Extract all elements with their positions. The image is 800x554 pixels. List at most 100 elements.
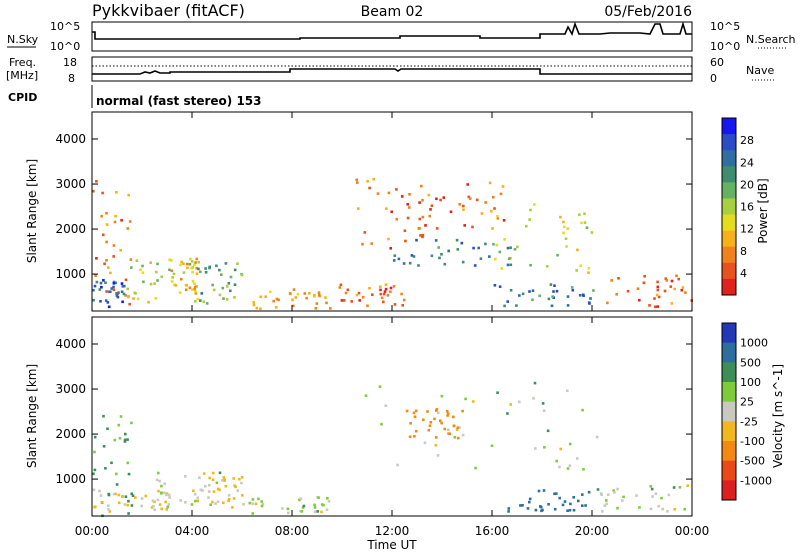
power-data-cell xyxy=(515,304,518,307)
power-data-cell xyxy=(212,288,216,292)
velocity-data-cell xyxy=(140,504,143,508)
velocity-data-cell xyxy=(221,479,224,482)
power-data-cell xyxy=(120,282,124,285)
power-data-cell xyxy=(493,284,497,287)
power-data-cell xyxy=(461,260,465,264)
power-data-cell xyxy=(199,270,202,274)
velocity-data-cell xyxy=(127,512,130,515)
power-data-cell xyxy=(466,183,469,186)
velocity-data-cell xyxy=(433,417,436,421)
power-data-cell xyxy=(197,260,201,264)
power-data-cell xyxy=(363,231,367,234)
power-data-cell xyxy=(174,284,178,287)
power-data-cell xyxy=(421,233,425,237)
power-data-cell xyxy=(252,303,256,307)
velocity-data-cell xyxy=(558,496,561,500)
noise-left-label: N.Sky xyxy=(7,33,39,46)
power-data-cell xyxy=(400,292,403,296)
power-data-cell xyxy=(368,286,371,290)
velocity-data-cell xyxy=(107,504,110,507)
velocity-data-cell xyxy=(519,504,522,507)
power-data-cell xyxy=(194,290,197,293)
velocity-data-cell xyxy=(606,493,610,496)
velocity-data-cell xyxy=(209,503,212,506)
velocity-data-cell xyxy=(537,489,541,493)
power-data-cell xyxy=(467,195,471,199)
power-data-cell xyxy=(268,290,272,294)
velocity-colorbar-tick: 500 xyxy=(740,356,761,369)
power-data-cell xyxy=(509,246,512,249)
power-data-cell xyxy=(484,242,487,246)
velocity-data-cell xyxy=(622,495,625,499)
power-data-cell xyxy=(443,262,447,266)
power-data-cell xyxy=(221,286,225,290)
velocity-data-cell xyxy=(320,510,323,514)
velocity-data-cell xyxy=(212,490,216,493)
velocity-data-cell xyxy=(581,493,584,496)
power-data-cell xyxy=(403,229,407,233)
power-data-cell xyxy=(418,217,422,221)
velocity-data-cell xyxy=(158,479,161,483)
power-data-cell xyxy=(563,225,566,229)
power-data-cell xyxy=(329,307,332,310)
power-data-cell xyxy=(427,193,431,197)
velocity-data-cell xyxy=(572,508,576,512)
velocity-data-cell xyxy=(605,502,608,506)
power-data-cell xyxy=(382,292,386,296)
power-data-cell xyxy=(587,271,590,274)
power-data-cell xyxy=(670,279,674,283)
velocity-data-cell xyxy=(443,427,447,431)
velocity-data-cell xyxy=(227,494,231,497)
power-data-cell xyxy=(366,304,369,308)
velocity-data-cell xyxy=(179,499,182,502)
power-data-cell xyxy=(509,289,513,292)
power-data-cell xyxy=(178,291,182,294)
power-data-cell xyxy=(418,227,421,230)
velocity-data-cell xyxy=(587,490,591,494)
power-data-cell xyxy=(663,289,667,293)
velocity-data-cell xyxy=(435,409,438,412)
power-data-cell xyxy=(434,239,438,242)
power-data-cell xyxy=(193,287,196,291)
power-data-cell xyxy=(475,198,479,202)
velocity-data-cell xyxy=(616,506,619,510)
power-data-cell xyxy=(571,288,575,292)
velocity-data-cell xyxy=(108,510,112,513)
velocity-data-cell xyxy=(151,499,155,503)
velocity-data-cell xyxy=(415,429,418,433)
velocity-data-cell xyxy=(155,478,159,482)
velocity-data-cell xyxy=(121,495,124,498)
velocity-data-cell xyxy=(313,510,317,514)
velocity-data-cell xyxy=(613,491,616,494)
velocity-data-cell xyxy=(223,478,226,481)
power-data-cell xyxy=(424,224,427,227)
power-data-cell xyxy=(617,277,620,280)
velocity-data-cell xyxy=(471,400,475,403)
power-data-cell xyxy=(128,220,132,223)
power-data-cell xyxy=(579,264,582,268)
power-data-cell xyxy=(291,298,294,302)
velocity-data-cell xyxy=(568,508,572,512)
power-data-cell xyxy=(576,248,579,252)
power-data-cell xyxy=(215,264,218,268)
power-data-cell xyxy=(406,203,409,206)
velocity-data-cell xyxy=(541,402,545,405)
velocity-data-cell xyxy=(201,489,204,492)
velocity-data-cell xyxy=(153,508,157,512)
noise-left-tick-bottom: 10^0 xyxy=(50,40,80,53)
power-data-cell xyxy=(129,258,133,261)
power-data-cell xyxy=(355,293,359,297)
velocity-data-cell xyxy=(184,501,187,504)
power-data-cell xyxy=(188,263,192,266)
velocity-data-cell xyxy=(93,450,96,454)
velocity-data-cell xyxy=(126,438,129,441)
velocity-data-cell xyxy=(227,497,231,501)
cpid-value: normal (fast stereo) 153 xyxy=(96,94,262,108)
freq-label-line2: [MHz] xyxy=(6,69,38,82)
power-data-cell xyxy=(638,298,641,302)
power-data-cell xyxy=(184,288,188,292)
power-data-cell xyxy=(565,245,568,248)
velocity-data-cell xyxy=(238,477,241,481)
beam-label: Beam 02 xyxy=(361,4,424,20)
power-data-cell xyxy=(531,289,535,292)
